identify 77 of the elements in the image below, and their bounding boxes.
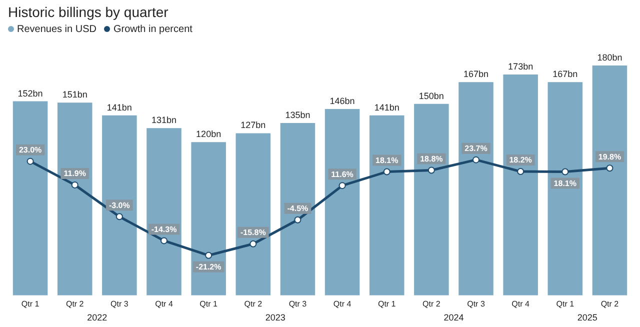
data-label: 23.0% — [18, 146, 42, 155]
point — [428, 166, 435, 174]
text: 2023 — [265, 312, 286, 322]
data-label: 11.6% — [331, 170, 354, 179]
bar — [592, 66, 628, 296]
x-tick-label: Qtr 4 — [155, 299, 174, 308]
data-label: -3.0% — [108, 200, 130, 210]
point — [606, 164, 614, 172]
data-label: -15.8% — [240, 228, 266, 238]
text: 2025 — [577, 312, 598, 322]
data-label: 150bn — [418, 90, 444, 101]
x-tick-label: Qtr 1 — [556, 299, 575, 308]
point — [517, 168, 524, 176]
bar — [324, 108, 360, 296]
point — [383, 168, 390, 176]
legend-label: Growth in percent — [112, 24, 192, 35]
data-label: 18.1% — [376, 156, 398, 165]
bar — [280, 123, 316, 296]
data-label: 151bn — [62, 90, 88, 100]
x-tick-label: Qtr 3 — [467, 299, 486, 308]
data-label: 180bn — [597, 52, 622, 63]
x-tick-label: Qtr 1 — [21, 299, 40, 308]
data-label: 120bn — [196, 129, 222, 140]
data-label: 18.2% — [509, 156, 532, 165]
text: 2024 — [444, 312, 464, 322]
data-label: 18.8% — [420, 154, 443, 164]
bar — [191, 142, 226, 296]
bar — [146, 128, 182, 296]
data-label: 127bn — [240, 120, 266, 130]
data-label: 23.7% — [464, 144, 488, 154]
bar — [102, 115, 137, 296]
data-label: 141bn — [106, 102, 132, 112]
bar — [12, 101, 48, 296]
data-label: 146bn — [330, 96, 355, 106]
x-tick-label: Qtr 1 — [200, 299, 218, 308]
bar — [369, 115, 404, 296]
x-tick-label: Qtr 1 — [378, 299, 396, 308]
point — [26, 158, 34, 165]
chart-title: Historic billings by quarter — [8, 4, 168, 20]
x-tick-label: Qtr 2 — [422, 299, 441, 308]
point — [71, 181, 78, 188]
point — [562, 168, 569, 176]
x-tick-label: Qtr 2 — [600, 299, 620, 308]
point — [294, 216, 302, 224]
data-label: -21.2% — [196, 262, 222, 272]
data-label: -4.5% — [287, 204, 308, 214]
data-label: 135bn — [285, 110, 310, 120]
x-tick-label: Qtr 4 — [512, 299, 530, 308]
bar — [548, 82, 583, 296]
data-label: 152bn — [18, 88, 43, 98]
x-tick-label: Qtr 2 — [244, 299, 263, 308]
bar — [414, 104, 449, 296]
bar — [57, 102, 92, 296]
bar — [458, 82, 494, 296]
data-label: -14.3% — [151, 224, 177, 234]
data-label: 167bn — [552, 69, 578, 80]
point — [338, 182, 346, 190]
data-label: 173bn — [508, 61, 534, 72]
point — [116, 213, 123, 220]
x-tick-label: Qtr 3 — [110, 299, 129, 308]
data-label: 141bn — [374, 102, 400, 112]
x-tick-label: Qtr 4 — [333, 299, 352, 308]
data-label: 167bn — [463, 69, 489, 80]
data-label: 19.8% — [598, 152, 622, 162]
text: 2022 — [87, 312, 108, 322]
point — [160, 237, 168, 244]
data-label: 11.9% — [64, 169, 86, 178]
point — [205, 252, 212, 259]
point — [250, 240, 257, 248]
x-tick-label: Qtr 2 — [66, 299, 84, 308]
point — [472, 156, 480, 164]
bar — [503, 74, 538, 296]
data-label: 131bn — [151, 115, 177, 126]
x-tick-label: Qtr 3 — [288, 299, 308, 308]
data-label: 18.1% — [554, 178, 576, 188]
bar — [236, 133, 271, 296]
legend-label: Revenues in USD — [16, 24, 96, 35]
